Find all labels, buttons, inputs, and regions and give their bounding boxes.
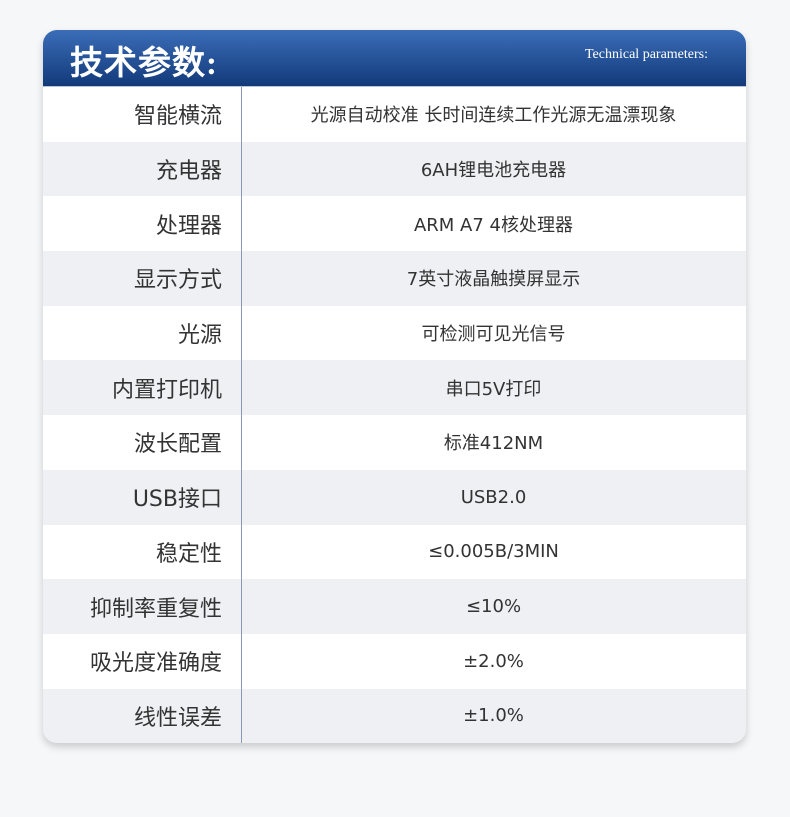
spec-row: 吸光度准确度 ±2.0% (43, 633, 746, 689)
spec-value: 可检测可见光信号 (421, 324, 566, 346)
spec-label: 线性误差 (133, 705, 222, 731)
spec-label: 内置打印机 (111, 377, 222, 403)
spec-row: 抑制率重复性 ≤10% (43, 579, 746, 634)
spec-label: 抑制率重复性 (89, 596, 222, 622)
spec-row: USB接口 USB2.0 (43, 469, 746, 525)
spec-table: 智能横流 光源自动校准 长时间连续工作光源无温漂现象充电器 6AH锂电池充电器处理器… (43, 87, 746, 743)
spec-row: 光源 可检测可见光信号 (43, 305, 746, 361)
spec-row: 内置打印机 串口5V打印 (43, 360, 746, 416)
spec-header: 技术参数: Technical parameters: (43, 30, 746, 87)
spec-label: 充电器 (155, 159, 222, 185)
spec-value: 串口5V打印 (445, 378, 542, 400)
page-subtitle: Technical parameters: (584, 47, 708, 62)
spec-row: 稳定性 ≤0.005B/3MIN (43, 524, 746, 580)
spec-row: 波长配置 标准412NM (43, 415, 746, 470)
spec-value: USB2.0 (460, 486, 527, 508)
spec-value: ≤0.005B/3MIN (428, 541, 559, 563)
spec-label: 波长配置 (133, 432, 222, 458)
spec-value: ARM A7 4核处理器 (413, 214, 573, 236)
spec-label: 稳定性 (155, 541, 222, 567)
spec-label: 光源 (177, 323, 222, 349)
spec-label: 显示方式 (133, 268, 222, 294)
spec-row: 线性误差 ±1.0% (43, 688, 746, 743)
spec-value: ±2.0% (463, 650, 524, 672)
spec-value: ±1.0% (463, 705, 524, 727)
page-title: 技术参数: (70, 46, 218, 82)
spec-row: 显示方式 7英寸液晶触摸屏显示 (43, 251, 746, 306)
spec-label: 智能横流 (133, 104, 222, 130)
spec-row: 处理器 ARM A7 4核处理器 (43, 196, 746, 252)
spec-label: USB接口 (132, 487, 222, 513)
spec-row: 智能横流 光源自动校准 长时间连续工作光源无温漂现象 (43, 87, 746, 142)
spec-value: 6AH锂电池充电器 (420, 160, 567, 182)
spec-label: 吸光度准确度 (89, 651, 222, 677)
spec-card: 技术参数: Technical parameters: 智能横流 光源自动校准 长… (43, 30, 746, 743)
spec-value: ≤10% (465, 596, 522, 618)
spec-value: 7英寸液晶触摸屏显示 (406, 269, 581, 291)
spec-label: 处理器 (155, 213, 222, 239)
spec-row: 充电器 6AH锂电池充电器 (43, 141, 746, 197)
spec-value: 光源自动校准 长时间连续工作光源无温漂现象 (310, 105, 677, 127)
spec-value: 标准412NM (443, 433, 544, 455)
column-divider (241, 87, 242, 743)
